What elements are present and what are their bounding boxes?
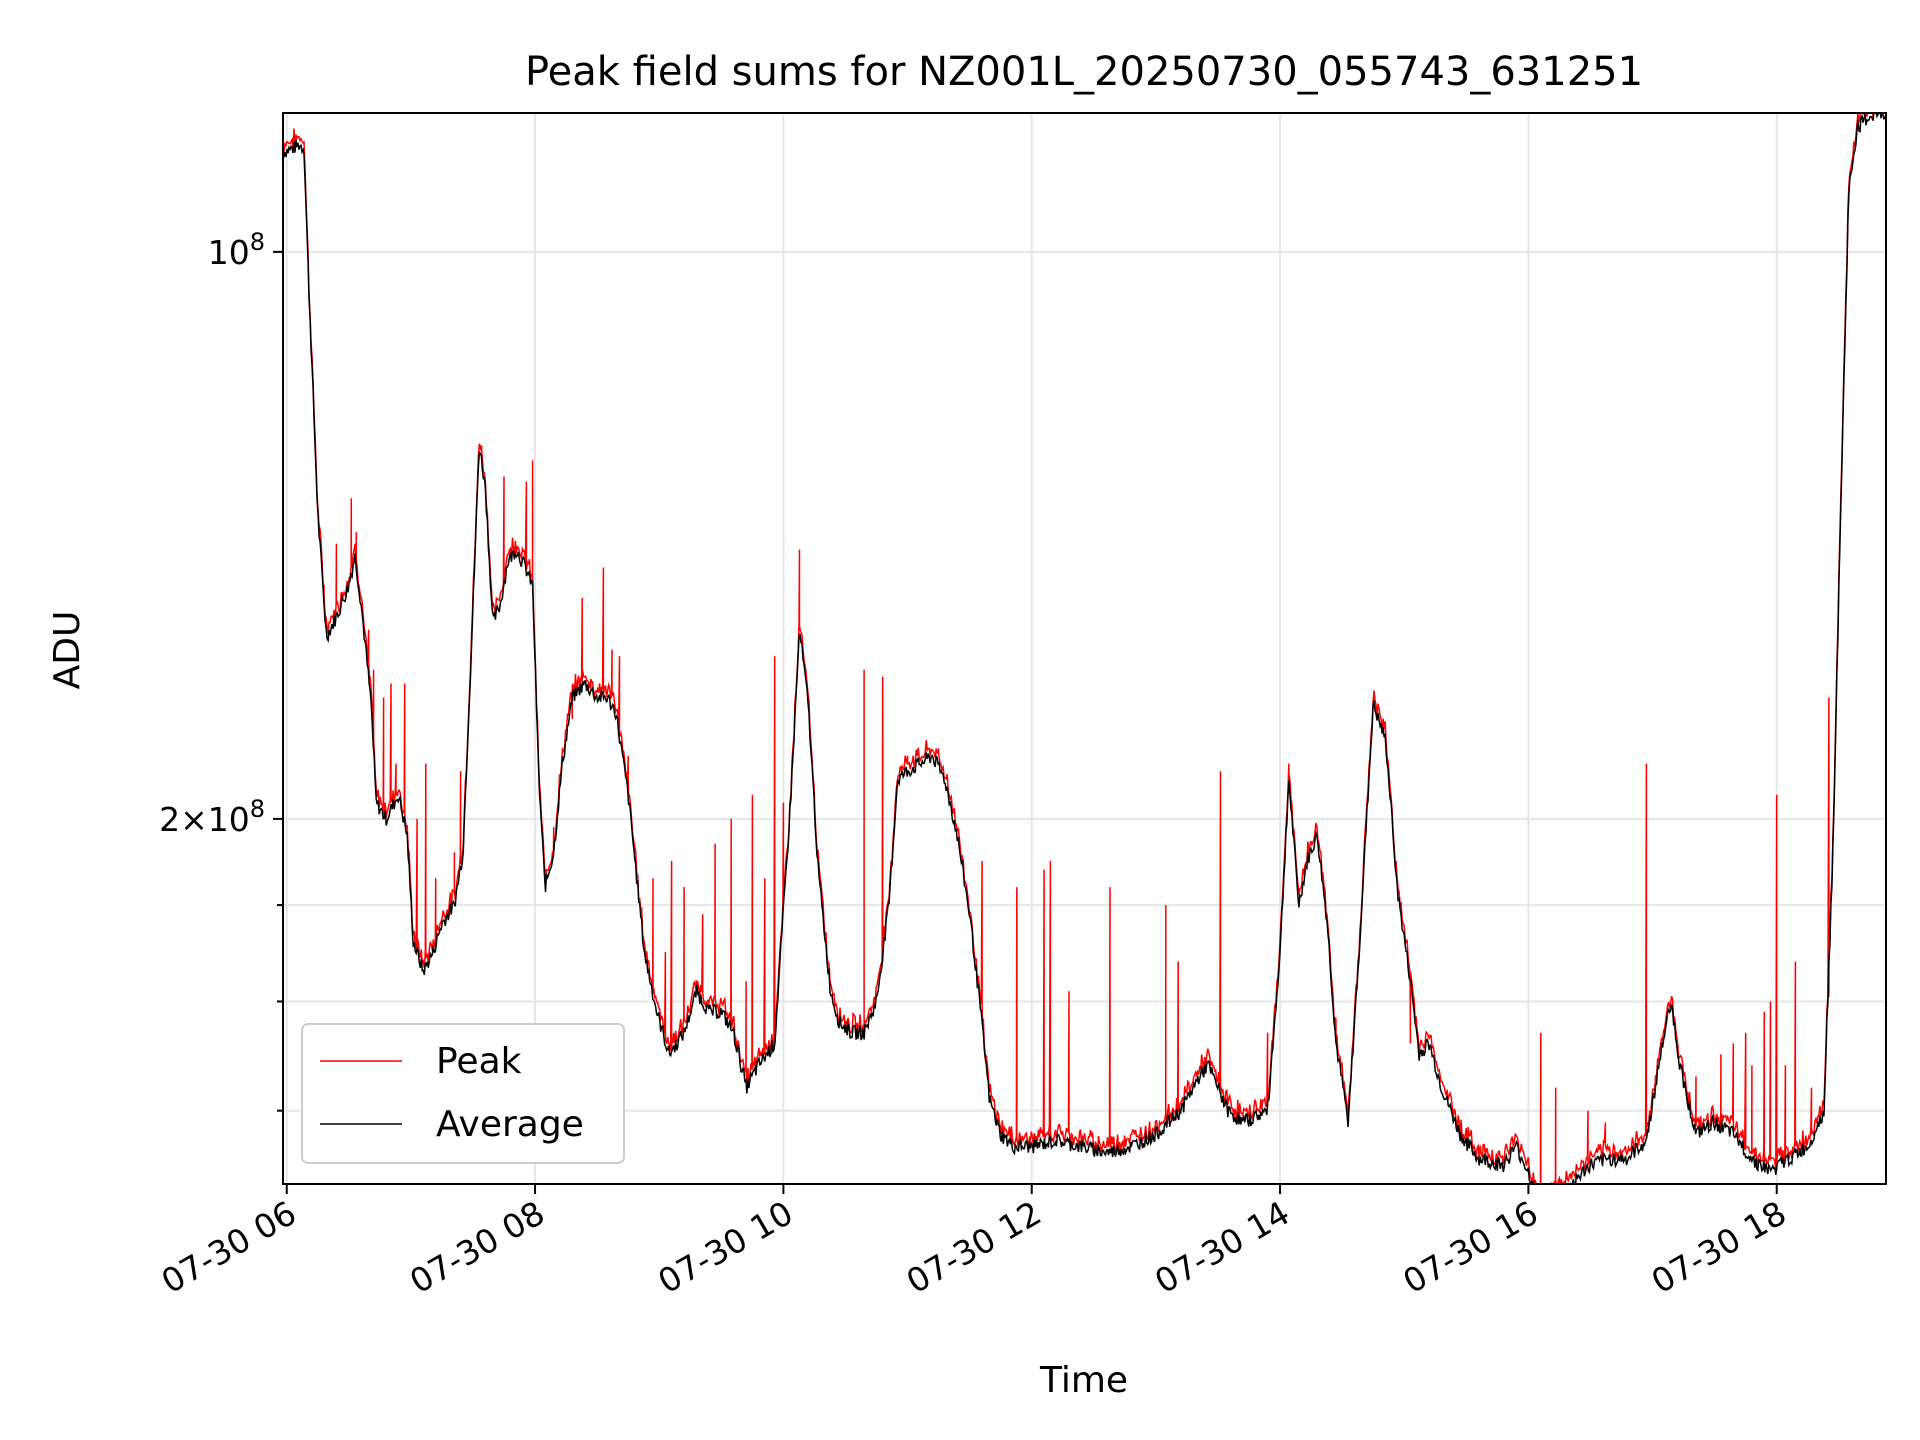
legend-label-average: Average (436, 1104, 584, 1145)
plot-frame (282, 112, 1887, 1185)
y-axis: 2×108 108 (159, 228, 283, 1112)
legend-label-peak: Peak (436, 1041, 522, 1082)
chart-title: Peak field sums for NZ001L_20250730_0557… (525, 49, 1643, 95)
y-axis-label: ADU (47, 611, 88, 690)
legend: Peak Average (301, 1023, 625, 1164)
y-tick-label: 2×108 (159, 795, 265, 839)
y-tick-label: 108 (208, 228, 265, 272)
legend-box (301, 1023, 625, 1164)
plot-lines (283, 113, 1886, 1184)
series-line-average (283, 113, 1886, 1184)
x-axis-label: Time (1039, 1360, 1128, 1401)
